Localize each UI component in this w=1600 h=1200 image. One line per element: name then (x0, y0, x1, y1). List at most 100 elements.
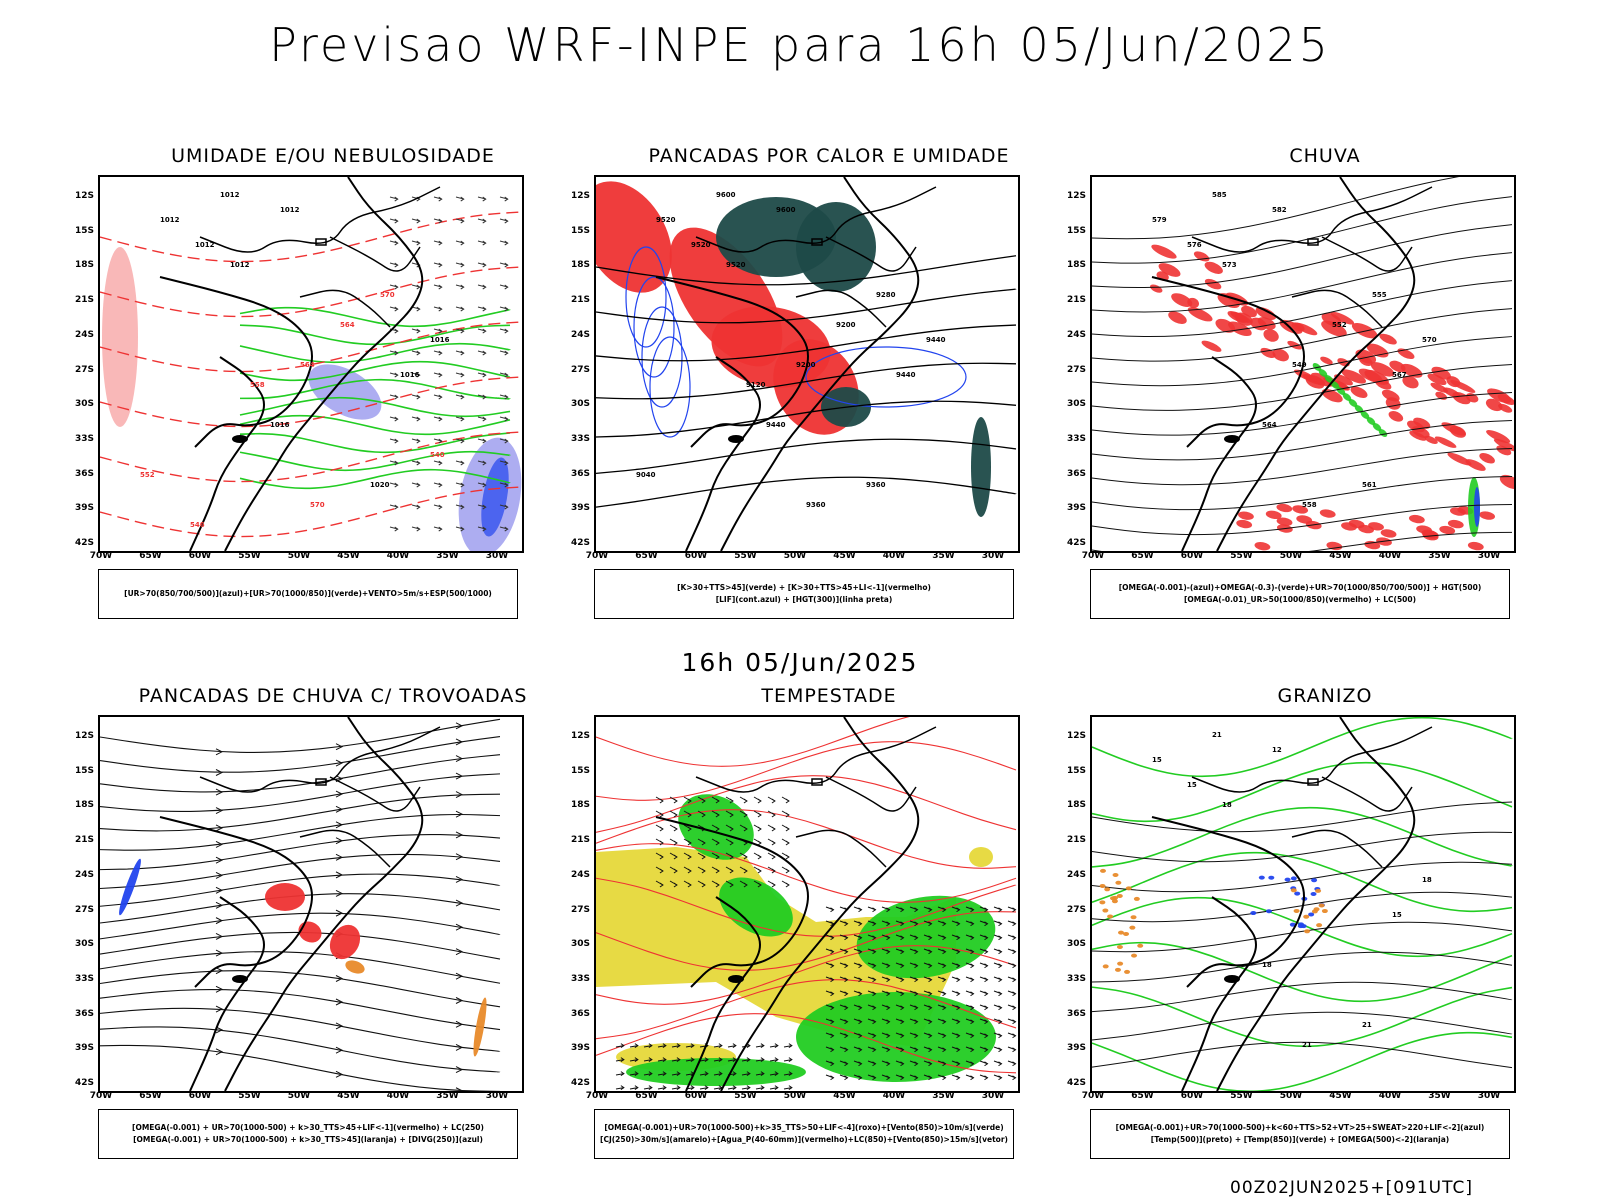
latitude-tick-label: 15S (562, 766, 590, 776)
contour-label: 552 (1332, 321, 1347, 329)
legend-line: [UR>70(850/700/500)](azul)+[UR>70(1000/8… (124, 588, 492, 600)
contour-label: 549 (1292, 361, 1307, 369)
latitude-tick-label: 39S (66, 503, 94, 513)
page-title: Previsao WRF-INPE para 16h 05/Jun/2025 (0, 18, 1600, 72)
contour-label: 9040 (636, 471, 656, 479)
longitude-tick-label: 65W (632, 551, 662, 561)
latitude-tick-label: 36S (562, 469, 590, 479)
latitude-tick-label: 24S (66, 870, 94, 880)
contour-label: 564 (340, 321, 355, 329)
latitude-tick-label: 30S (66, 399, 94, 409)
contour-label: 555 (1372, 291, 1387, 299)
longitude-tick-label: 55W (1227, 551, 1257, 561)
longitude-tick-label: 65W (632, 1091, 662, 1101)
latitude-tick-label: 33S (66, 974, 94, 984)
forecast-map: 9600 9600 9520 9520 9520 9440 9440 9440 9360 9360… (594, 175, 1020, 553)
latitude-tick-label: 24S (66, 330, 94, 340)
latitude-tick-label: 21S (1058, 835, 1086, 845)
longitude-tick-label: 30W (1474, 1091, 1504, 1101)
panel-legend: [OMEGA(-0.001) + UR>70(1000-500) + k>30_… (98, 1109, 518, 1159)
latitude-tick-label: 18S (66, 260, 94, 270)
contour-label: 1012 (220, 191, 240, 199)
latitude-tick-label: 18S (562, 260, 590, 270)
contour-label: 9600 (776, 206, 796, 214)
contour-label: 576 (1187, 241, 1202, 249)
map-canvas (100, 717, 522, 1091)
longitude-tick-label: 45W (1326, 551, 1356, 561)
map-canvas: 1012 1012 1012 1012 1012 1016 1016 1016 1020 570 5… (100, 177, 522, 551)
contour-label: 564 (300, 361, 315, 369)
latitude-tick-label: 18S (562, 800, 590, 810)
latitude-tick-label: 27S (562, 365, 590, 375)
valid-time-subtitle: 16h 05/Jun/2025 (0, 648, 1600, 677)
contour-label: 9520 (656, 216, 676, 224)
contour-label: 9360 (806, 501, 826, 509)
latitude-tick-label: 39S (562, 1043, 590, 1053)
latitude-tick-label: 12S (66, 191, 94, 201)
legend-line: [Temp(500)](preto) + [Temp(850)](verde) … (1151, 1134, 1449, 1146)
latitude-tick-label: 30S (562, 399, 590, 409)
latitude-tick-label: 27S (66, 905, 94, 915)
latitude-tick-label: 36S (66, 469, 94, 479)
longitude-tick-label: 50W (780, 551, 810, 561)
longitude-tick-label: 55W (1227, 1091, 1257, 1101)
contour-label: 9200 (836, 321, 856, 329)
legend-line: [OMEGA(-0.001) + UR>70(1000-500) + k>30_… (133, 1134, 483, 1146)
latitude-tick-label: 42S (562, 1078, 590, 1088)
contour-label: 573 (1222, 261, 1237, 269)
contour-label: 570 (1422, 336, 1437, 344)
legend-line: [OMEGA(-0.001) + UR>70(1000-500) + k>30_… (132, 1122, 484, 1134)
latitude-tick-label: 24S (562, 870, 590, 880)
longitude-tick-label: 40W (879, 1091, 909, 1101)
latitude-tick-label: 12S (562, 731, 590, 741)
longitude-tick-label: 65W (1128, 551, 1158, 561)
contour-label: 564 (1262, 421, 1277, 429)
panel-title: TEMPESTADE (594, 685, 1064, 707)
longitude-tick-label: 70W (1078, 1091, 1108, 1101)
longitude-tick-label: 55W (731, 551, 761, 561)
longitude-tick-label: 65W (1128, 1091, 1158, 1101)
latitude-tick-label: 42S (562, 538, 590, 548)
contour-label: 546 (190, 521, 205, 529)
latitude-tick-label: 33S (1058, 434, 1086, 444)
legend-line: [LIF](cont.azul) + [HGT(300)](linha pret… (716, 594, 893, 606)
latitude-tick-label: 33S (562, 434, 590, 444)
latitude-tick-label: 36S (1058, 469, 1086, 479)
longitude-tick-label: 60W (185, 551, 215, 561)
contour-label: 1016 (430, 336, 450, 344)
latitude-tick-label: 39S (66, 1043, 94, 1053)
contour-label: 570 (380, 291, 395, 299)
contour-label: 540 (430, 451, 445, 459)
longitude-tick-label: 50W (780, 1091, 810, 1101)
forecast-panel: PANCADAS POR CALOR E UMIDADE 9600 9600 9520… (570, 145, 1090, 625)
longitude-tick-label: 40W (1375, 1091, 1405, 1101)
contour-label: 552 (140, 471, 155, 479)
latitude-tick-label: 42S (66, 1078, 94, 1088)
latitude-tick-label: 15S (1058, 226, 1086, 236)
longitude-tick-label: 55W (731, 1091, 761, 1101)
panel-title: UMIDADE E/OU NEBULOSIDADE (98, 145, 568, 167)
longitude-tick-label: 45W (1326, 1091, 1356, 1101)
longitude-tick-label: 55W (235, 551, 265, 561)
longitude-tick-label: 50W (284, 1091, 314, 1101)
longitude-tick-label: 60W (1177, 1091, 1207, 1101)
latitude-tick-label: 30S (1058, 399, 1086, 409)
latitude-tick-label: 18S (1058, 260, 1086, 270)
forecast-map: 1012 1012 1012 1012 1012 1016 1016 1016 1020 570 5… (98, 175, 524, 553)
longitude-tick-label: 30W (978, 1091, 1008, 1101)
map-canvas (596, 717, 1018, 1091)
contour-label: 21 (1212, 731, 1222, 739)
panel-legend: [UR>70(850/700/500)](azul)+[UR>70(1000/8… (98, 569, 518, 619)
longitude-tick-label: 45W (334, 551, 364, 561)
longitude-tick-label: 45W (334, 1091, 364, 1101)
longitude-tick-label: 70W (86, 551, 116, 561)
contour-label: 9600 (716, 191, 736, 199)
latitude-tick-label: 39S (562, 503, 590, 513)
contour-label: 1012 (230, 261, 250, 269)
contour-label: 12 (1272, 746, 1282, 754)
model-run-label: 00Z02JUN2025+[091UTC] (1230, 1178, 1473, 1198)
latitude-tick-label: 27S (66, 365, 94, 375)
contour-label: 1016 (400, 371, 420, 379)
contour-label: 9440 (766, 421, 786, 429)
latitude-tick-label: 36S (1058, 1009, 1086, 1019)
